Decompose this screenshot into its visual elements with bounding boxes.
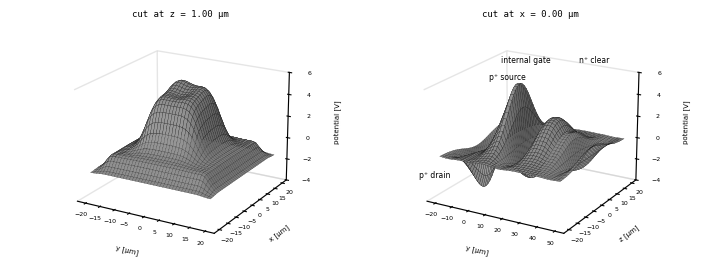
Text: p⁺ drain: p⁺ drain bbox=[419, 172, 451, 180]
Y-axis label: x [μm]: x [μm] bbox=[268, 224, 291, 243]
X-axis label: y [μm]: y [μm] bbox=[465, 244, 488, 256]
Text: p⁺ source: p⁺ source bbox=[489, 73, 526, 82]
Title: cut at x = 0.00 μm: cut at x = 0.00 μm bbox=[482, 10, 579, 19]
Y-axis label: z [μm]: z [μm] bbox=[618, 224, 641, 243]
Title: cut at z = 1.00 μm: cut at z = 1.00 μm bbox=[132, 10, 229, 19]
Text: internal gate: internal gate bbox=[501, 56, 551, 65]
X-axis label: y [μm]: y [μm] bbox=[115, 244, 139, 256]
Text: n⁺ clear: n⁺ clear bbox=[579, 56, 609, 65]
